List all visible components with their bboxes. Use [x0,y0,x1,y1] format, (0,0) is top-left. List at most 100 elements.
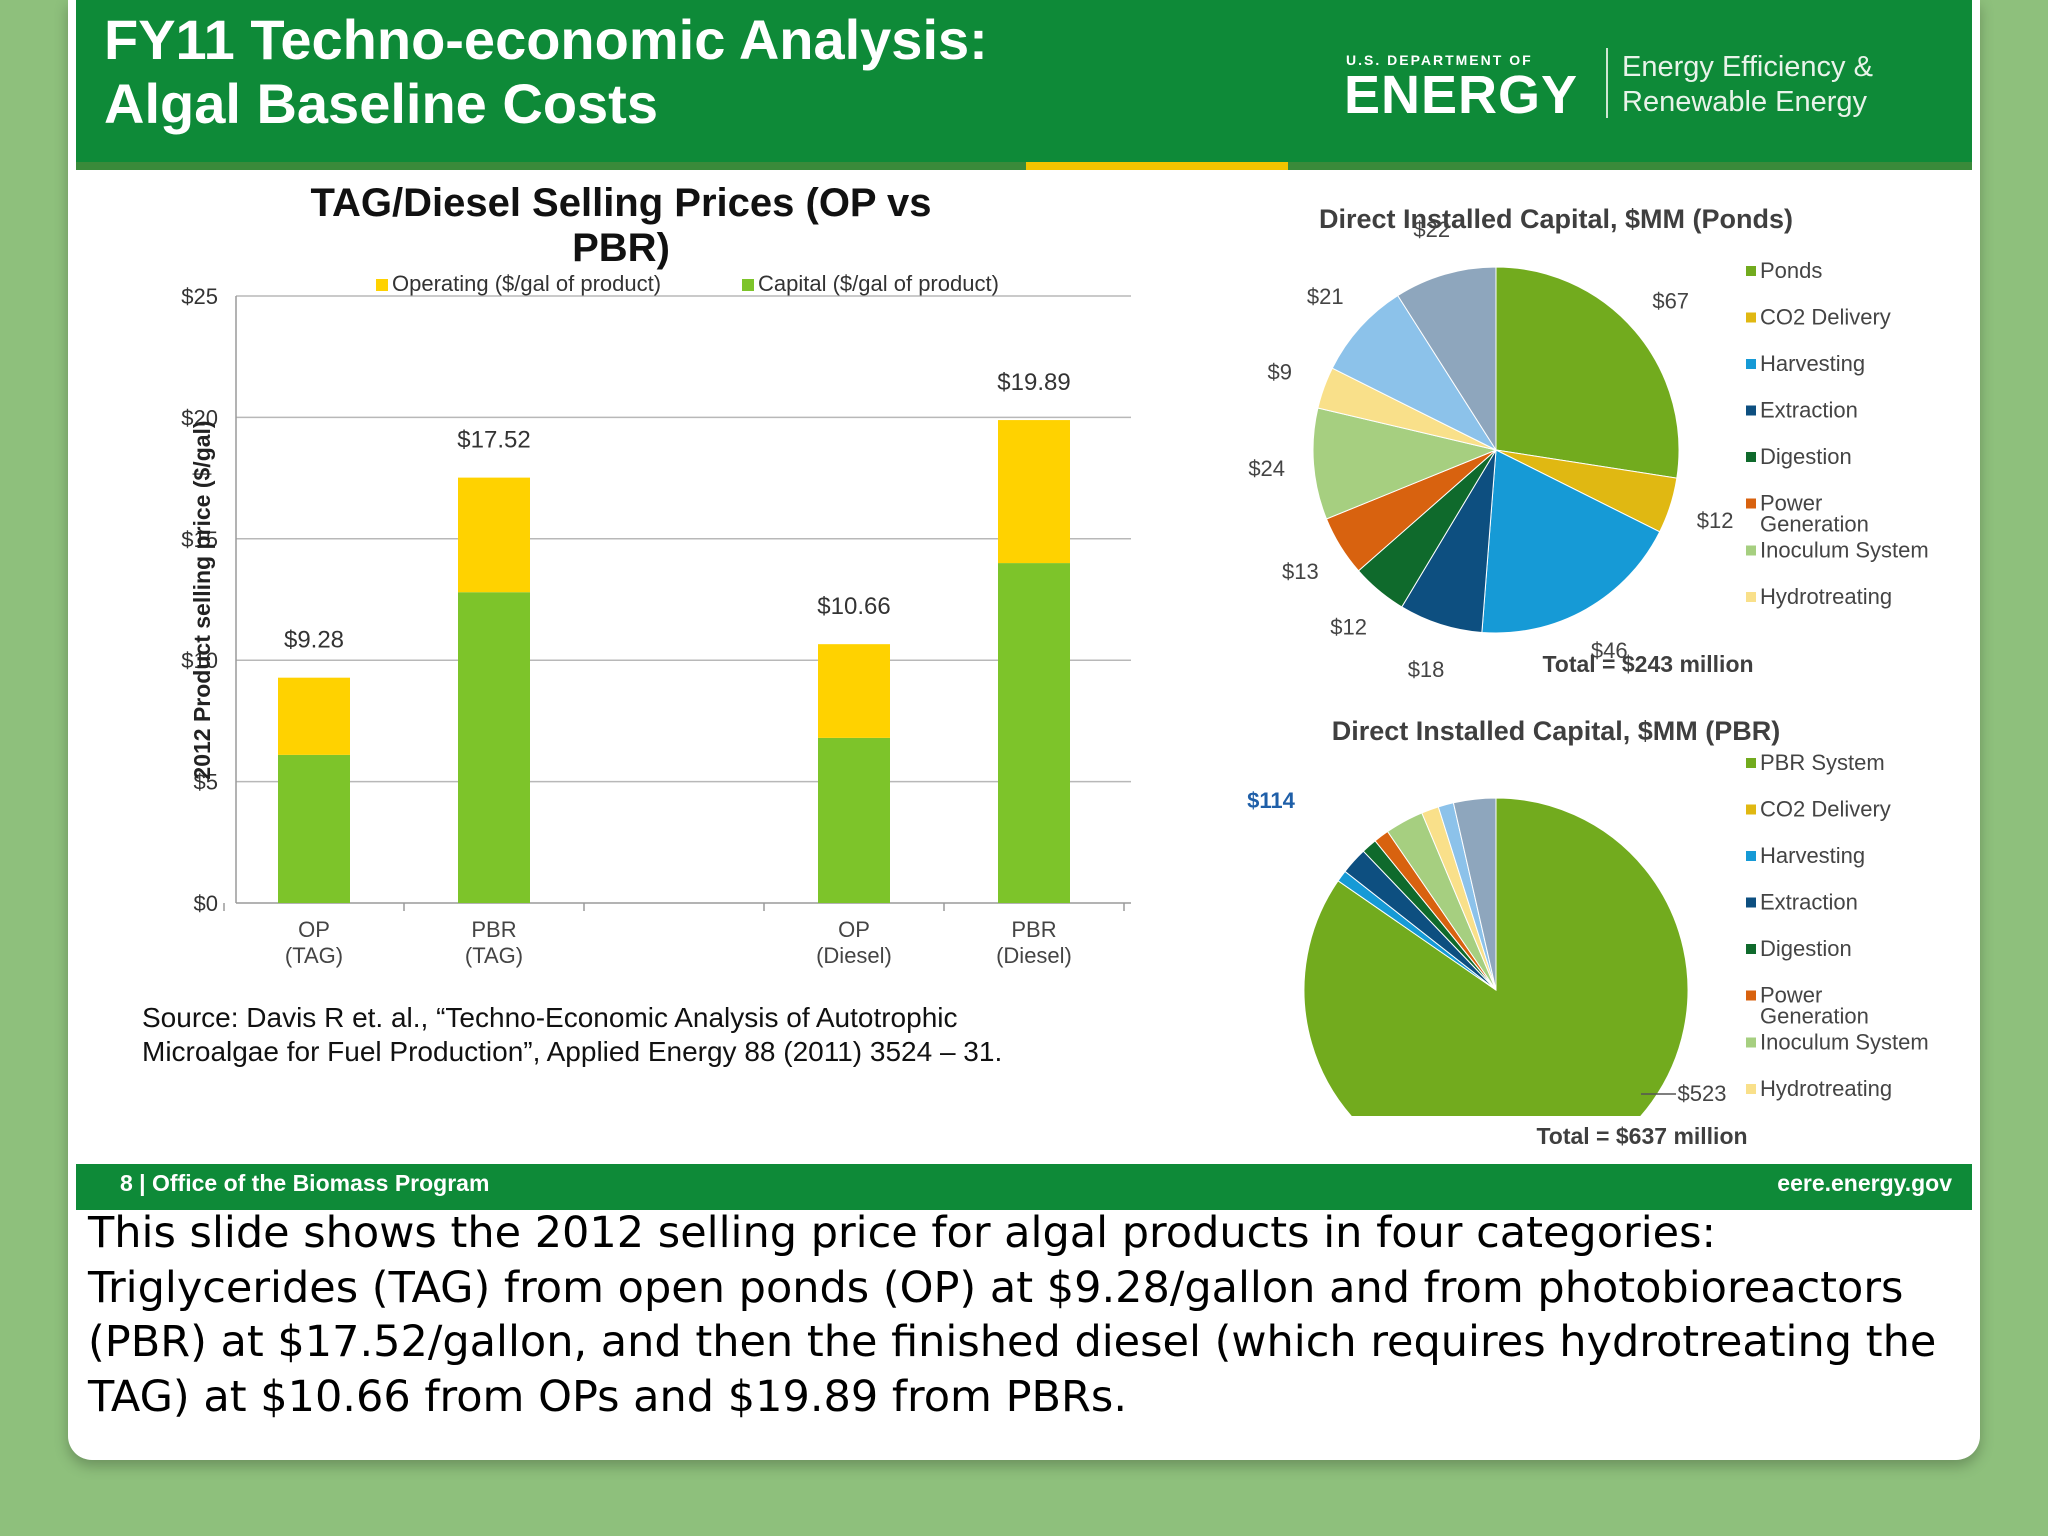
pie-slice-label: $523 [1678,1081,1727,1106]
header-stripe-accent [1026,162,1288,170]
slide-footer [76,1164,1972,1210]
pie-legend-swatch [1746,758,1756,768]
pie-slice [1452,797,1497,991]
pie-legend-label: Hydrotreating [1760,1076,1892,1101]
pie-legend-label: Generation [1760,1004,1869,1029]
pie-legend-label: PBR System [1760,750,1885,775]
legend-label: Operating ($/gal of product) [392,271,661,296]
pie-legend-swatch [1746,498,1756,509]
legend-swatch [376,279,388,291]
bar-segment [458,592,530,903]
bar-total-label: $9.28 [284,627,344,654]
source-line1: Source: Davis R et. al., “Techno-Economi… [142,1002,958,1033]
pie-legend-label: Ponds [1760,258,1822,283]
pie-legend-label: Extraction [1760,398,1858,423]
y-tick-label: $20 [181,405,218,430]
x-tick-label: PBR [471,917,516,942]
x-tick-label: (TAG) [285,943,343,968]
bar-segment [998,420,1070,564]
pie-legend-swatch [1746,990,1756,1001]
legend-label: Capital ($/gal of product) [758,271,999,296]
slide: FY11 Techno-economic Analysis: Algal Bas… [76,0,1972,1210]
pie-legend-swatch [1746,944,1756,954]
pie-legend-label: Inoculum System [1760,538,1929,563]
pie-legend-swatch [1746,897,1756,908]
pie-slice-label: $13 [1282,559,1319,584]
pie-total-label: Total = $637 million [1536,1123,1747,1149]
pie-slice [1495,266,1680,479]
pie-slice [1312,407,1498,520]
y-tick-label: $15 [181,527,218,552]
header-stripe [76,162,1972,170]
pie-legend-label: Harvesting [1760,843,1865,868]
bar-segment [818,737,890,903]
pie-legend-swatch [1746,452,1756,462]
eere-label: Energy Efficiency & Renewable Energy [1622,50,1873,120]
eere-line2: Renewable Energy [1622,86,1868,118]
pie-legend-label: Digestion [1760,936,1852,961]
x-tick-label: OP [298,917,330,942]
pie-slice-label: $24 [1248,456,1285,481]
pie-legend-swatch [1746,1037,1756,1048]
y-axis-title: 2012 Product selling price ($/gal) [189,420,215,779]
pie-legend-swatch [1746,804,1756,815]
pie-slice-label: $46 [1591,638,1628,663]
bar-segment [998,563,1070,903]
pie-slice [1481,449,1661,634]
bar-chart-title-line1: TAG/Diesel Selling Prices (OP vs [311,181,932,225]
pie-slice [1303,797,1689,1116]
slide-caption: This slide shows the 2012 selling price … [88,1208,1937,1422]
pie-total-label: Total = $243 million [1542,651,1753,677]
slide-title-line1: FY11 Techno-economic Analysis: [104,8,988,71]
footer-url: eere.energy.gov [1777,1170,1952,1196]
x-tick-label: OP [838,917,870,942]
pie-slice-label: $22 [1413,217,1450,242]
y-tick-label: $25 [181,284,218,309]
bar-segment [818,644,890,738]
y-tick-label: $10 [181,648,218,673]
pie-legend-swatch [1746,592,1756,602]
pie-legend-label: CO2 Delivery [1760,305,1891,330]
pie-legend-label: Generation [1760,512,1869,537]
slide-title: FY11 Techno-economic Analysis: Algal Bas… [104,8,988,136]
pie-legend-swatch [1746,359,1756,369]
logo-divider [1606,48,1608,118]
pie-slice-label: $21 [1307,284,1344,309]
bar-segment [278,677,350,755]
eere-line1: Energy Efficiency & [1622,51,1873,83]
bar-segment [458,477,530,593]
bar-total-label: $10.66 [817,593,890,620]
pie-title: Direct Installed Capital, $MM (PBR) [1332,716,1781,746]
doe-logo-text: ENERGY [1344,65,1579,125]
pie-legend-label: Extraction [1760,890,1858,915]
pie-legend-label: CO2 Delivery [1760,797,1891,822]
source-line2: Microalgae for Fuel Production”, Applied… [142,1036,1002,1067]
pie-slice-label: $9 [1268,360,1292,385]
pie-legend-label: Harvesting [1760,351,1865,376]
pie-slice-label: $12 [1330,615,1367,640]
pie-legend-swatch [1746,312,1756,323]
pie-slice [1397,266,1497,452]
pie-legend-swatch [1746,545,1756,556]
x-tick-label: (Diesel) [996,943,1072,968]
bar-chart-title-line2: PBR) [572,226,670,270]
pie-slice-label: $12 [1697,508,1734,533]
footer-left-text: 8 | Office of the Biomass Program [120,1170,490,1196]
legend-swatch [742,279,754,291]
slide-title-line2: Algal Baseline Costs [104,72,658,135]
pie-legend-swatch [1746,851,1756,861]
pie-legend-swatch [1746,266,1756,276]
pie-legend-swatch [1746,405,1756,416]
bar-total-label: $19.89 [997,369,1070,396]
x-tick-label: (TAG) [465,943,523,968]
x-tick-label: (Diesel) [816,943,892,968]
pie-legend-label: Digestion [1760,444,1852,469]
pie-callout-label: $114 [1247,788,1295,813]
pie-slice-label: $18 [1408,657,1445,682]
bar-total-label: $17.52 [457,427,530,454]
x-tick-label: PBR [1011,917,1056,942]
slide-header: FY11 Techno-economic Analysis: Algal Bas… [76,0,1972,162]
y-tick-label: $0 [194,891,218,916]
pie-title: Direct Installed Capital, $MM (Ponds) [1319,204,1793,234]
